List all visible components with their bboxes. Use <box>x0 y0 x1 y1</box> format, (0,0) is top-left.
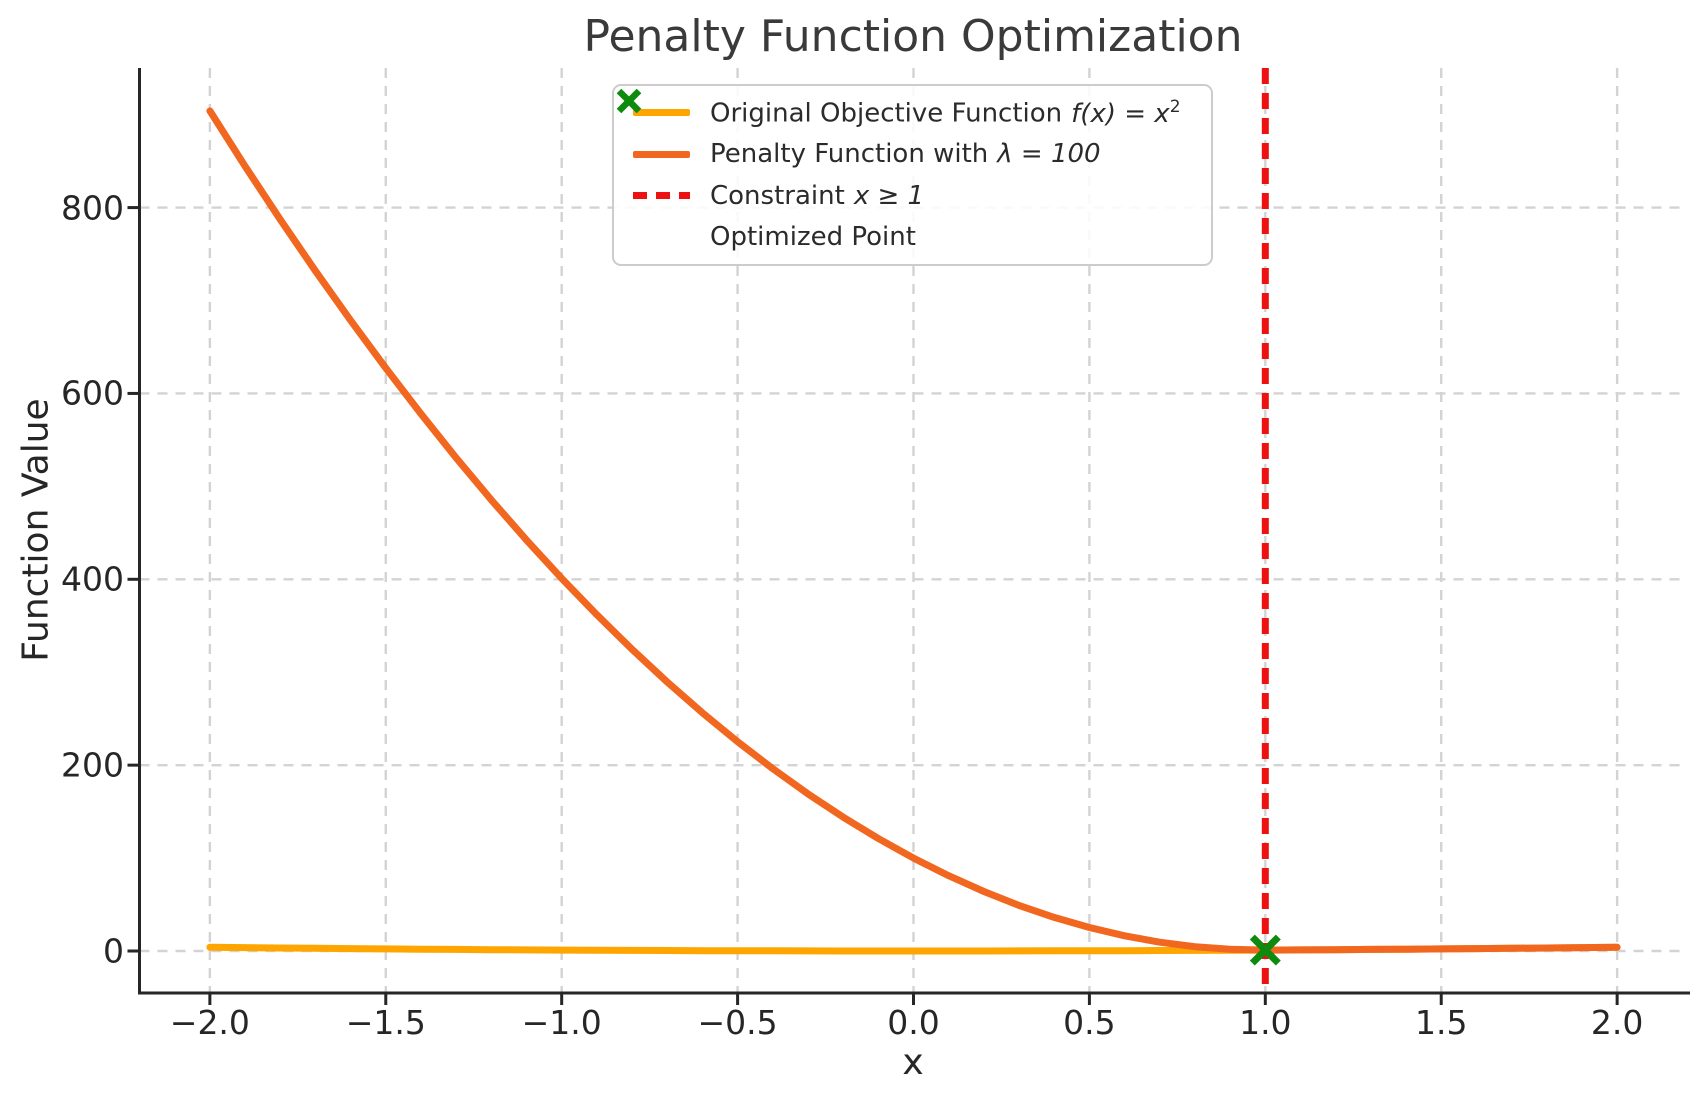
x-tick-label: −1.0 <box>521 1003 602 1042</box>
legend-swatch-constraint-zone <box>622 192 700 200</box>
legend-label-optimized-point: Optimized Point <box>710 222 916 252</box>
legend-math: x ≥ 1 <box>853 180 925 211</box>
legend-swatch-objective <box>622 109 700 117</box>
legend-item-objective: Original Objective Function f(x) = x2 <box>622 92 1211 134</box>
legend-label-penalty: Penalty Function with λ = 100 <box>710 139 1101 169</box>
legend-math: f(x) = x <box>1071 98 1170 129</box>
legend-math: λ = 100 <box>997 139 1101 170</box>
y-tick-label: 600 <box>61 373 124 413</box>
legend-superscript: 2 <box>1169 96 1181 117</box>
optimized-point-marker <box>1249 934 1281 966</box>
legend-item-penalty: Penalty Function with λ = 100 <box>622 134 1211 176</box>
legend-swatch-penalty <box>622 150 700 158</box>
objective-line-swatch-icon <box>632 109 690 117</box>
legend-item-optimized-point: Optimized Point <box>616 88 1211 259</box>
y-tick-label: 400 <box>61 559 124 599</box>
x-tick-label: −0.5 <box>697 1003 778 1042</box>
x-axis-label: x <box>902 1042 924 1083</box>
x-marker-icon <box>616 88 642 114</box>
x-tick-label: 2.0 <box>1590 1003 1644 1042</box>
constraint-dashed-line-swatch-icon <box>632 192 690 200</box>
legend-item-constraint: Constraint x ≥ 1 <box>622 175 1211 217</box>
legend-text: Constraint <box>710 180 845 211</box>
series-penalty-line <box>206 107 1621 954</box>
x-tick-label: −2.0 <box>169 1003 250 1042</box>
legend-label-objective: Original Objective Function f(x) = x2 <box>710 97 1181 129</box>
y-tick-label: 0 <box>103 931 124 971</box>
x-tick-label: 0.5 <box>1063 1003 1116 1042</box>
legend-text: Original Objective Function <box>710 98 1063 129</box>
legend-text: Optimized Point <box>710 222 916 253</box>
y-tick-label: 200 <box>61 745 124 785</box>
chart-title: Penalty Function Optimization <box>583 11 1243 62</box>
legend-label-constraint: Constraint x ≥ 1 <box>710 181 924 211</box>
x-tick-label: −1.5 <box>345 1003 426 1042</box>
x-tick-label: 1.5 <box>1414 1003 1468 1042</box>
x-tick-label: 1.0 <box>1239 1003 1292 1042</box>
penalty-line-swatch-icon <box>632 150 690 158</box>
x-tick-label: 0.0 <box>887 1003 940 1042</box>
y-axis-label: Function Value <box>15 398 57 662</box>
y-tick-label: 800 <box>61 188 124 228</box>
legend: Original Objective Function f(x) = x2 Pen… <box>612 84 1213 266</box>
legend-text: Penalty Function with <box>710 139 989 170</box>
